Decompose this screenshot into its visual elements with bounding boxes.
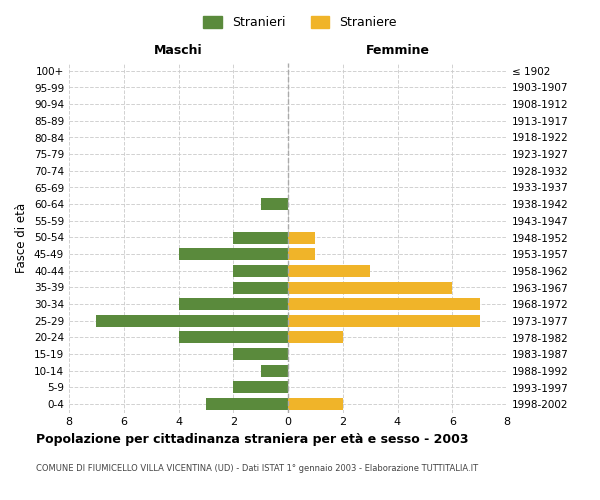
Bar <box>206 398 288 410</box>
Bar <box>260 198 288 210</box>
Bar <box>288 332 343 344</box>
Bar <box>288 265 370 277</box>
Bar <box>288 298 479 310</box>
Y-axis label: Fasce di età: Fasce di età <box>16 202 28 272</box>
Bar <box>179 248 288 260</box>
Legend: Stranieri, Straniere: Stranieri, Straniere <box>198 11 402 34</box>
Bar <box>233 265 288 277</box>
Bar <box>233 232 288 243</box>
Bar <box>260 365 288 377</box>
Bar <box>233 348 288 360</box>
Bar <box>233 382 288 394</box>
Bar <box>179 298 288 310</box>
Text: COMUNE DI FIUMICELLO VILLA VICENTINA (UD) - Dati ISTAT 1° gennaio 2003 - Elabora: COMUNE DI FIUMICELLO VILLA VICENTINA (UD… <box>36 464 478 473</box>
Bar <box>97 315 288 327</box>
Text: Maschi: Maschi <box>154 44 203 58</box>
Text: Popolazione per cittadinanza straniera per età e sesso - 2003: Popolazione per cittadinanza straniera p… <box>36 432 469 446</box>
Bar <box>179 332 288 344</box>
Bar <box>288 232 316 243</box>
Bar <box>288 398 343 410</box>
Text: Femmine: Femmine <box>365 44 430 58</box>
Bar <box>288 315 479 327</box>
Bar <box>233 282 288 294</box>
Bar <box>288 248 316 260</box>
Bar <box>288 282 452 294</box>
